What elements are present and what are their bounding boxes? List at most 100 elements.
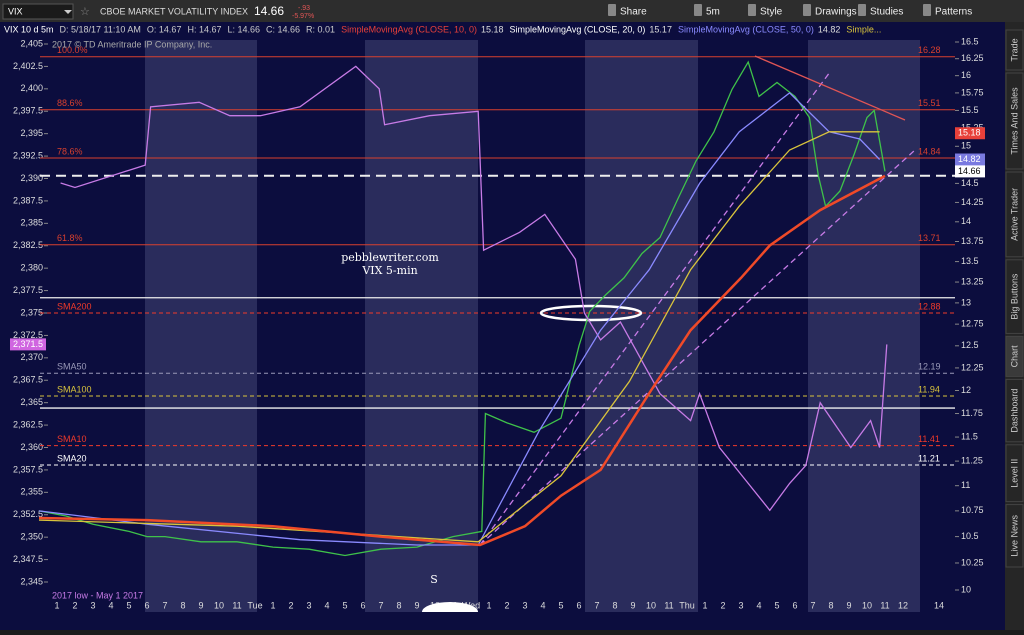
toolbar-button-label[interactable]: Studies [870, 7, 903, 18]
side-tab-label[interactable]: Trade [1009, 38, 1019, 61]
toolbar-button-label[interactable]: Patterns [935, 7, 972, 18]
symbol[interactable]: VIX [8, 6, 23, 16]
x-tick-label: 8 [396, 600, 401, 610]
y2-tick-label: 15.75 [961, 87, 984, 97]
y-tick-label: 2,355 [20, 487, 43, 497]
study-name: SimpleMovingAvg (CLOSE, 50, 0) [678, 24, 814, 34]
y2-tick-label: 16.25 [961, 53, 984, 63]
header-item: R: 0.01 [306, 24, 335, 34]
dropdown-icon[interactable] [64, 10, 72, 14]
x-tick-label: 6 [792, 600, 797, 610]
y-tick-label: 2,400 [20, 83, 43, 93]
study-value: 15.18 [481, 24, 504, 34]
y-tick-label: 2,365 [20, 397, 43, 407]
y2-tick-label: 12.25 [961, 362, 984, 372]
y-tick-label: 2,390 [20, 173, 43, 183]
annotation: pebblewriter.com [341, 251, 439, 264]
side-tab-label[interactable]: Chart [1009, 345, 1019, 368]
level-value: 12.19 [918, 362, 941, 372]
x-tick-label: 9 [630, 600, 635, 610]
y2-tick-label: 16.5 [961, 36, 979, 46]
level-value: 11.41 [918, 434, 940, 444]
side-tab-label[interactable]: Dashboard [1009, 389, 1019, 433]
toolbar-button[interactable] [858, 4, 866, 16]
price-tag [955, 153, 985, 166]
toolbar-button[interactable] [694, 4, 702, 16]
x-tick-label: 10 [646, 600, 656, 610]
side-tab-label[interactable]: Live News [1009, 515, 1019, 557]
y2-tick-label: 14.25 [961, 197, 984, 207]
toolbar-button[interactable] [923, 4, 931, 16]
change-pct: -5.97% [292, 13, 314, 20]
study-value: 15.17 [649, 24, 672, 34]
y-tick-label: 2,370 [20, 352, 43, 362]
side-tab[interactable] [1005, 259, 1024, 334]
toolbar-button-label[interactable]: 5m [706, 7, 720, 18]
x-tick-label: 2 [288, 600, 293, 610]
side-tab[interactable] [1005, 72, 1024, 170]
side-tab-label[interactable]: Active Trader [1009, 188, 1019, 241]
y-tick-label: 2,357.5 [13, 464, 43, 474]
side-tab-label[interactable]: Big Buttons [1009, 273, 1019, 320]
side-tab-label[interactable]: Times And Sales [1009, 87, 1019, 155]
toolbar-button[interactable] [748, 4, 756, 16]
x-tick-label: 2 [720, 600, 725, 610]
x-tick-label: 7 [810, 600, 815, 610]
y-tick-label: 2,385 [20, 218, 43, 228]
x-tick-label: 3 [738, 600, 743, 610]
y2-tick-label: 11.75 [961, 408, 983, 418]
x-tick-label: 1 [486, 600, 491, 610]
y2-tick-label: 11.5 [961, 431, 978, 441]
side-tab[interactable] [1005, 29, 1024, 71]
side-tab[interactable] [1005, 335, 1024, 377]
x-tick-label: 11 [880, 600, 889, 610]
y-tick-label: 2,375 [20, 307, 43, 317]
x-tick-label: 2 [504, 600, 509, 610]
toolbar-button[interactable] [608, 4, 616, 16]
x-tick-label: 5 [342, 600, 347, 610]
right-axis [955, 22, 1005, 612]
side-tab[interactable] [1005, 504, 1024, 568]
side-tab-label[interactable]: Level II [1009, 459, 1019, 488]
level-value: 16.28 [918, 45, 941, 55]
star-icon[interactable]: ☆ [80, 6, 90, 18]
level-label: SMA200 [57, 301, 92, 311]
y-tick-label: 2,352.5 [13, 509, 43, 519]
toolbar-button[interactable] [803, 4, 811, 16]
trend-line [479, 71, 831, 546]
x-tick-label: 10 [214, 600, 224, 610]
y-tick-label: 2,405 [20, 38, 43, 48]
series-line [38, 92, 881, 546]
side-tab[interactable] [1005, 444, 1024, 503]
y-tick-label: 2,395 [20, 128, 43, 138]
x-tick-label: 1 [270, 600, 275, 610]
y-tick-label: 2,380 [20, 263, 43, 273]
study-name: Simple... [846, 24, 881, 34]
toolbar-button-label[interactable]: Share [620, 7, 647, 18]
x-tick-label: 4 [324, 600, 329, 610]
header-item: H: 14.67 [187, 24, 221, 34]
y-tick-label: 2,377.5 [13, 285, 43, 295]
highlight-ellipse [539, 304, 643, 322]
price-tag-label: 15.18 [958, 128, 981, 138]
side-tab[interactable] [1005, 378, 1024, 443]
toolbar-button-label[interactable]: Drawings [815, 7, 857, 18]
symbol-box[interactable] [2, 3, 74, 20]
y2-tick-label: 10 [961, 584, 971, 594]
toolbar-button-label[interactable]: Style [760, 7, 783, 18]
y-tick-label: 2,350 [20, 532, 43, 542]
y2-tick-label: 14.5 [961, 178, 979, 188]
session-shade [145, 40, 257, 612]
y-tick-label: 2,392.5 [13, 150, 43, 160]
x-tick-label: 2 [72, 600, 77, 610]
y-tick-label: 2,347.5 [13, 554, 43, 564]
x-tick-label: 1 [702, 600, 707, 610]
x-tick-label: Wed [462, 600, 480, 610]
y-tick-label: 2,372.5 [13, 330, 43, 340]
last-price: 14.66 [254, 4, 284, 18]
x-tick-label: 7 [378, 600, 383, 610]
side-tab[interactable] [1005, 171, 1024, 258]
x-tick-label: 11 [664, 600, 673, 610]
annotation: S [430, 573, 438, 586]
price-tag-label: 2,371.5 [13, 339, 43, 349]
